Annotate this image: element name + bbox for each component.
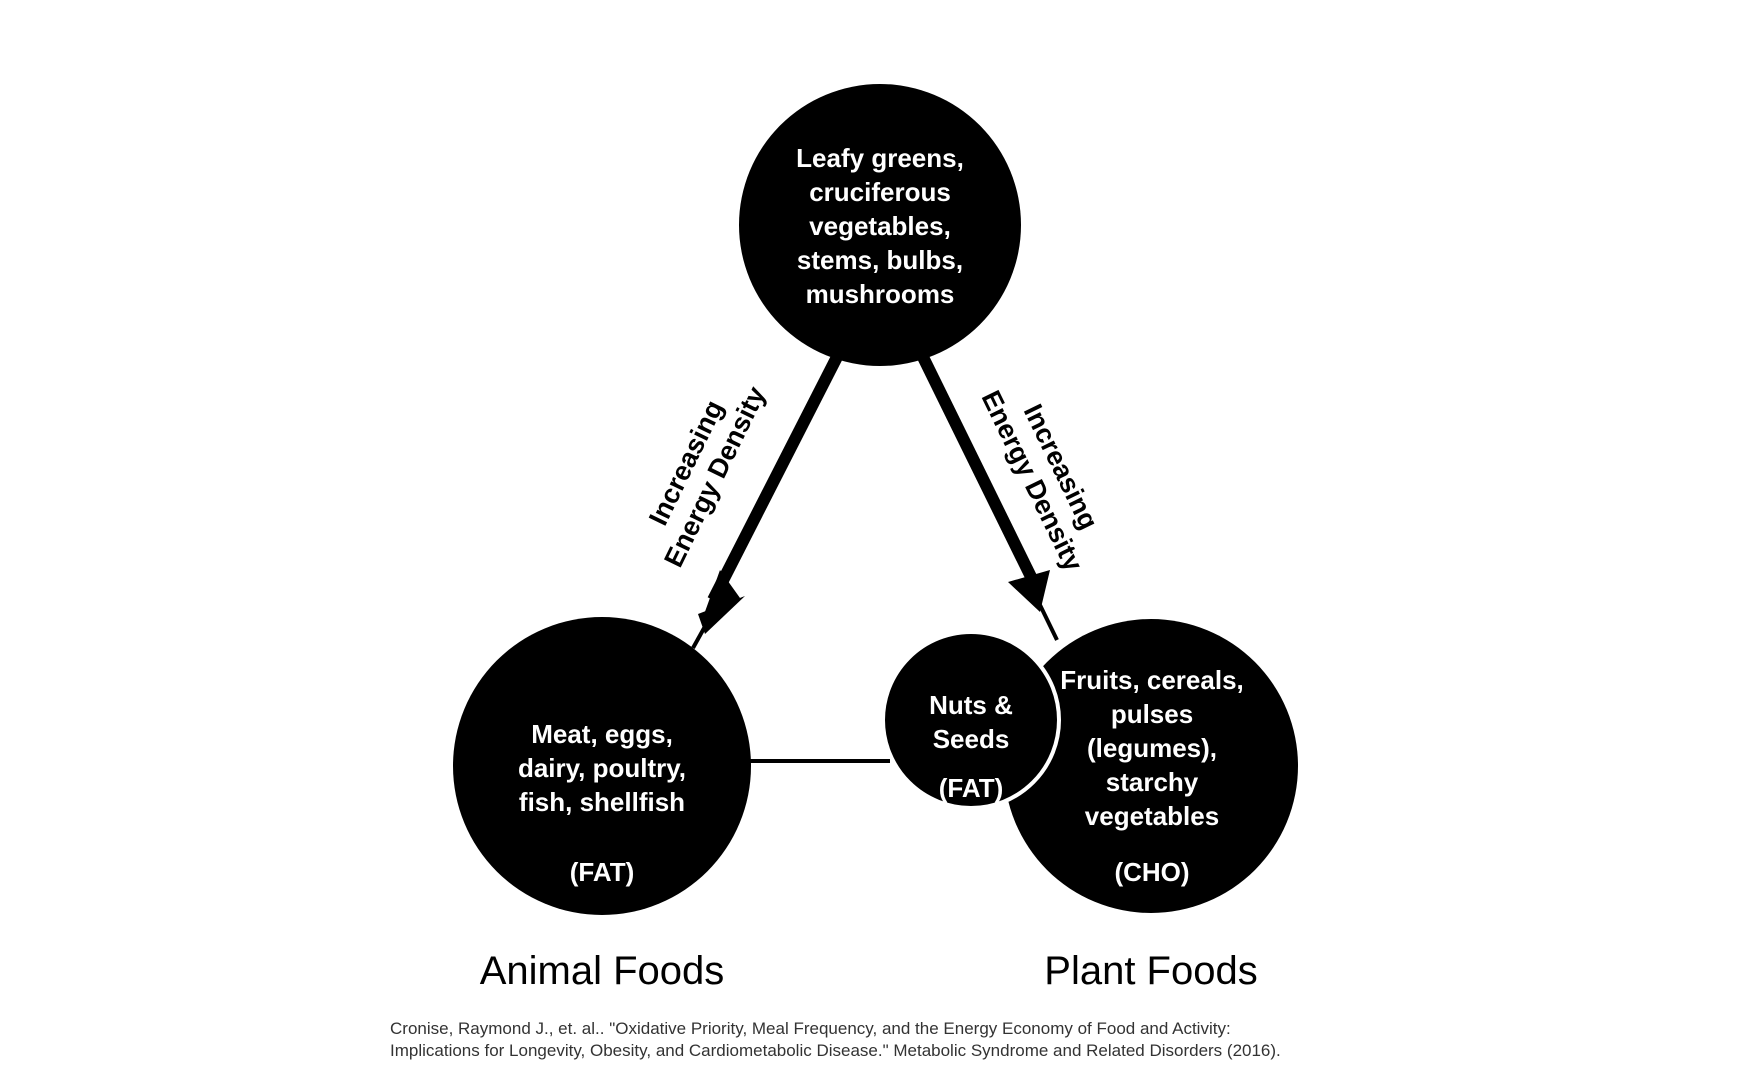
animal-line-2: dairy, poultry, [518, 753, 686, 783]
plant-line-2: pulses [1111, 699, 1193, 729]
circle-plant-foods [1004, 619, 1298, 913]
leafy-line-1: Leafy greens, [796, 143, 964, 173]
animal-tag: (FAT) [570, 857, 635, 887]
plant-tag: (CHO) [1114, 857, 1189, 887]
label-plant-foods: Plant Foods [1044, 949, 1257, 993]
circle-nuts-seeds [881, 630, 1061, 810]
citation-line-1: Cronise, Raymond J., et. al.. "Oxidative… [390, 1019, 1231, 1038]
citation-line-2: Implications for Longevity, Obesity, and… [390, 1041, 1281, 1060]
circle-animal-foods [453, 617, 751, 915]
label-animal-foods: Animal Foods [480, 949, 725, 993]
animal-line-1: Meat, eggs, [531, 719, 673, 749]
plant-line-3: (legumes), [1087, 733, 1217, 763]
plant-line-1: Fruits, cereals, [1060, 665, 1244, 695]
leafy-line-2: cruciferous [809, 177, 951, 207]
leafy-line-5: mushrooms [806, 279, 955, 309]
arrow-label-left: Increasing Energy Density [643, 382, 771, 572]
leafy-line-4: stems, bulbs, [797, 245, 963, 275]
arrow-left-head [698, 596, 745, 634]
leafy-line-3: vegetables, [809, 211, 951, 241]
connector-right-arrow-tail [1038, 604, 1059, 641]
arrow-left-head-fill [702, 570, 740, 620]
plant-line-4: starchy [1106, 767, 1199, 797]
nuts-line-2: Seeds [933, 724, 1010, 754]
plant-line-5: vegetables [1085, 801, 1219, 831]
animal-line-3: fish, shellfish [519, 787, 685, 817]
arrow-right [916, 352, 1041, 588]
nuts-tag: (FAT) [939, 773, 1004, 803]
nuts-line-1: Nuts & [929, 690, 1013, 720]
arrow-label-right: Increasing Energy Density [976, 386, 1104, 576]
circle-leafy-greens [739, 84, 1021, 366]
arrow-right-head [1008, 570, 1050, 612]
arrow-left [707, 352, 844, 603]
